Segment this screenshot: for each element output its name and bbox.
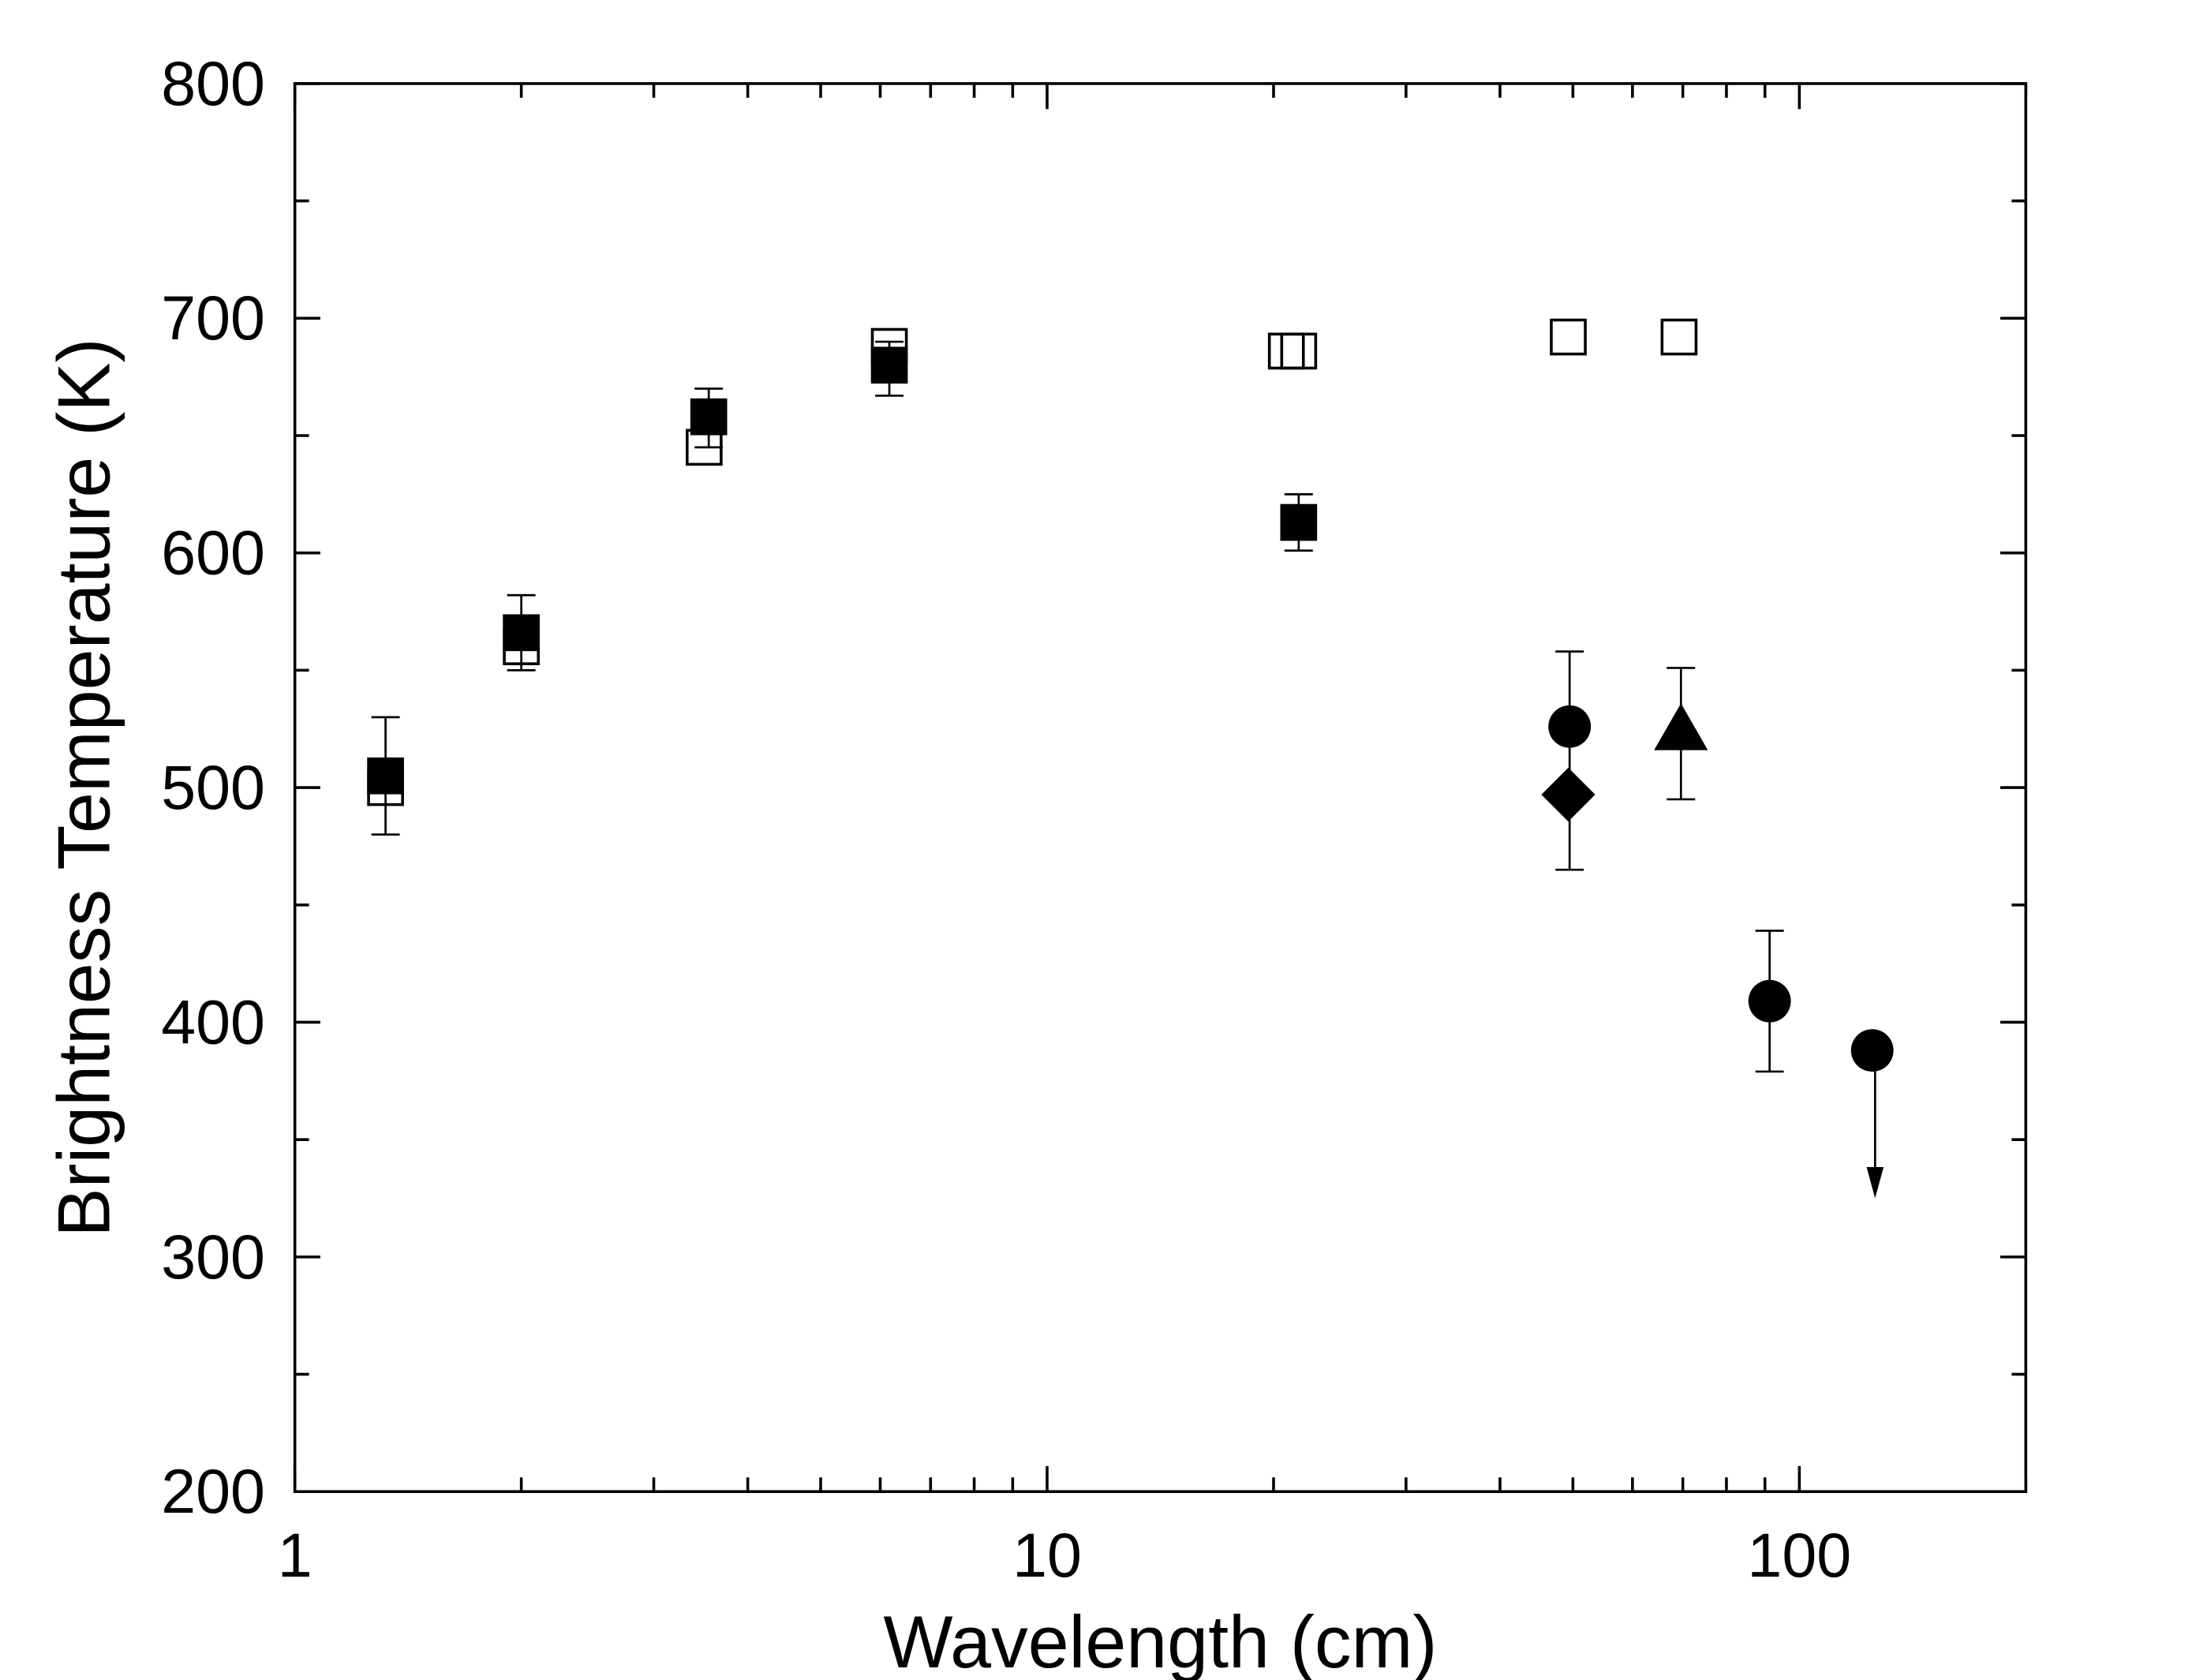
x-tick-label: 1 [278,1521,312,1590]
x-tick-label: 10 [1012,1521,1082,1590]
filled-circle-point [1548,705,1592,748]
y-tick-label: 600 [161,518,265,588]
upper-limit-arrow-head [1866,1167,1884,1199]
y-tick-label: 800 [161,49,265,118]
open-square-point [870,327,908,365]
y-tick-label: 700 [161,283,265,353]
open-square-point [686,428,723,466]
filled-square-point [1280,503,1318,541]
axis-ticks: 1 10 100 200 300 400 500 600 700 800 [161,49,2028,1590]
y-tick-label: 500 [161,753,265,822]
filled-square-point [870,346,908,384]
plot-frame [293,82,2028,1494]
x-axis-label: Wavelength (cm) [884,1601,1438,1680]
filled-circle-point [1850,1029,1894,1072]
open-square-point [1660,318,1698,356]
data-marks [367,318,1894,1199]
y-tick-label: 200 [161,1457,265,1526]
open-square-point [1267,332,1305,370]
open-square-point [503,628,540,665]
filled-triangle-point [1654,703,1708,750]
open-square-point [1550,318,1587,356]
filled-square-point [367,757,404,795]
filled-circle-point [1748,979,1791,1023]
open-square-point [1280,332,1318,370]
y-axis-label: Brightness Temperature (K) [43,338,125,1237]
filled-diamond-point [1541,767,1596,822]
filled-square-point [503,614,540,652]
y-tick-label: 400 [161,987,265,1057]
x-tick-label: 100 [1747,1521,1851,1590]
open-square-point [367,769,404,806]
y-tick-label: 300 [161,1222,265,1292]
